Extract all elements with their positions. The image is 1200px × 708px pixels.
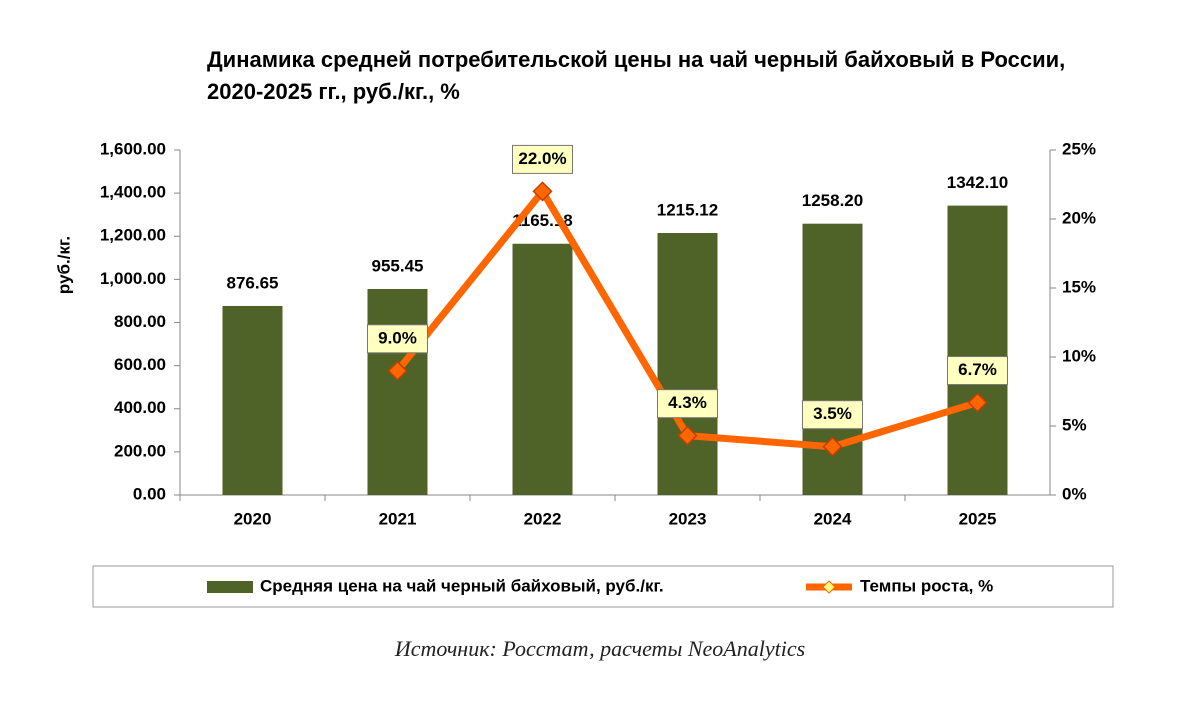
x-tick-label: 2022 — [524, 509, 562, 528]
line-value-label: 3.5% — [813, 404, 852, 423]
legend-swatch — [207, 581, 253, 593]
x-tick-label: 2025 — [959, 509, 997, 528]
y-tick-label: 400.00 — [114, 398, 166, 417]
bar-value-label: 876.65 — [227, 273, 279, 292]
source: Источник: Росстат, расчеты NeoAnalytics — [394, 636, 806, 661]
legend-marker — [822, 580, 836, 594]
bar-value-label: 1342.10 — [947, 173, 1008, 192]
y2-tick-label: 20% — [1062, 208, 1096, 227]
legend-box — [92, 565, 1114, 608]
line-marker — [532, 181, 553, 202]
line-marker — [387, 360, 408, 381]
y2-tick-label: 5% — [1062, 415, 1087, 434]
bar — [947, 205, 1008, 495]
value-label-box — [512, 144, 573, 174]
x-tick-label: 2023 — [669, 509, 707, 528]
chart-title: Динамика средней потребительской цены на… — [207, 47, 1066, 104]
bar — [657, 232, 718, 495]
line-marker — [822, 436, 843, 457]
value-label-box — [947, 356, 1008, 386]
value-label-box — [802, 400, 863, 430]
x-tick-label: 2024 — [814, 509, 852, 528]
y-tick-label: 1,400.00 — [100, 183, 166, 202]
bar — [367, 288, 428, 495]
x-tick-label: 2021 — [379, 509, 417, 528]
y-tick-label: 1,600.00 — [100, 139, 166, 158]
y-tick-label: 1,000.00 — [100, 269, 166, 288]
bar-value-label: 955.45 — [372, 256, 424, 275]
x-tick-label: 2020 — [234, 509, 272, 528]
y2-tick-label: 15% — [1062, 277, 1096, 296]
y2-tick-label: 0% — [1062, 484, 1087, 503]
y-axis-label: руб./кг. — [54, 236, 73, 294]
y-tick-label: 600.00 — [114, 355, 166, 374]
line-marker — [677, 425, 698, 446]
y-tick-label: 200.00 — [114, 441, 166, 460]
y-tick-label: 800.00 — [114, 312, 166, 331]
line-marker — [967, 392, 988, 413]
bar — [222, 305, 283, 495]
bar-value-label: 1258.20 — [802, 191, 863, 210]
legend-label: Темпы роста, % — [860, 576, 993, 595]
line-value-label: 4.3% — [668, 393, 707, 412]
y-tick-label: 1,200.00 — [100, 226, 166, 245]
line-value-label: 22.0% — [518, 149, 566, 168]
legend-label: Средняя цена на чай черный байховый, руб… — [260, 576, 664, 595]
line-value-label: 9.0% — [378, 328, 417, 347]
value-label-box — [657, 389, 718, 419]
bar-value-label: 1215.12 — [657, 200, 718, 219]
bar — [512, 243, 573, 495]
value-label-box — [367, 324, 428, 354]
y-tick-label: 0.00 — [133, 484, 166, 503]
line-value-label: 6.7% — [958, 360, 997, 379]
y2-tick-label: 10% — [1062, 346, 1096, 365]
y2-tick-label: 25% — [1062, 139, 1096, 158]
